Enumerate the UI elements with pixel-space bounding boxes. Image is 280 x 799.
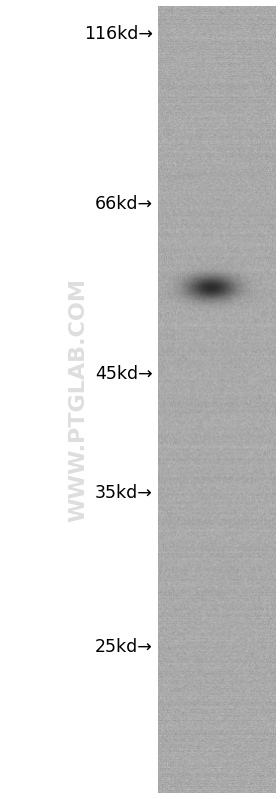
Text: 66kd→: 66kd→ [95,195,153,213]
Text: 45kd→: 45kd→ [95,365,153,383]
Text: 116kd→: 116kd→ [84,25,153,42]
Text: WWW.PTGLAB.COM: WWW.PTGLAB.COM [68,277,88,522]
Text: 35kd→: 35kd→ [95,484,153,502]
Text: 25kd→: 25kd→ [95,638,153,656]
